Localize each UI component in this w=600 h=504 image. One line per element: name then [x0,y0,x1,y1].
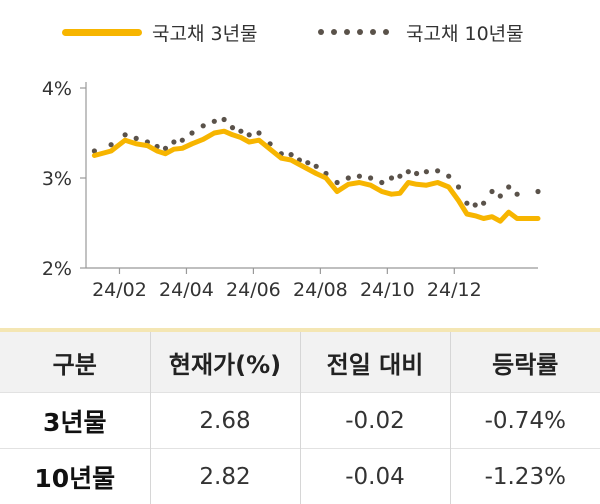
header-change-rate: 등락률 [449,332,600,393]
data-point-10y [313,163,319,169]
x-tick-label: 24/06 [226,279,281,301]
cell-price: 2.68 [149,392,300,449]
data-point-10y [91,148,97,154]
data-point-10y [133,135,139,141]
x-tick-label: 24/10 [360,279,415,301]
cell-change: -0.02 [299,392,450,449]
legend-label-10y: 국고채 10년물 [406,22,524,45]
chart-axes: 4% 3% 2% 24/02 24/04 24/06 24/08 24/10 24/12 [42,78,538,301]
data-point-10y [162,145,169,151]
table-row: 3년물 2.68 -0.02 -0.74% [0,392,600,449]
legend-item-3y: 국고채 3년물 [62,14,258,50]
data-point-10y [535,188,541,195]
header-current-price: 현재가(%) [149,332,300,393]
table-row: 10년물 2.82 -0.04 -1.23% [0,448,600,504]
data-point-10y [122,132,128,138]
data-point-10y [200,123,206,129]
data-point-10y [423,169,429,175]
y-tick-label: 3% [42,168,72,190]
data-point-10y [334,179,340,186]
data-point-10y [356,173,362,179]
data-point-10y [221,116,227,123]
data-point-10y [497,193,503,199]
data-point-10y [256,130,262,136]
data-point-10y [305,160,311,166]
data-point-10y [489,188,495,195]
yield-table: 구분 현재가(%) 전일 대비 등락률 3년물 2.68 -0.02 -0.74… [0,328,600,504]
series-3y-line [91,128,541,224]
data-point-10y [189,130,195,136]
data-point-10y [435,168,441,174]
x-tick-label: 24/08 [293,279,348,301]
cell-rate: -0.74% [449,392,600,449]
data-point-10y [472,202,478,208]
data-point-10y [514,191,520,197]
data-point-10y [379,179,385,186]
series-10y-dots [91,116,541,208]
data-point-10y [171,139,177,145]
y-tick-label: 4% [42,78,72,100]
data-point-10y [229,125,236,131]
series-line-3y [91,128,541,224]
data-point-10y [345,175,351,181]
data-point-10y [506,184,512,190]
cell-change: -0.04 [299,448,450,504]
data-point-10y [455,184,462,190]
data-point-10y [405,169,411,175]
x-tick-label: 24/02 [92,279,147,301]
data-point-10y [368,175,374,181]
header-category: 구분 [0,332,150,393]
data-point-10y [388,175,395,181]
table-top-rule [0,328,600,332]
line-chart: 4% 3% 2% 24/02 24/04 24/06 24/08 24/10 24/12 [42,78,541,301]
data-point-10y [238,128,244,134]
data-point-10y [108,142,114,148]
data-point-10y [464,200,470,206]
data-point-10y [481,200,487,206]
x-tick-label: 24/04 [159,279,214,301]
legend-item-10y: 국고채 10년물 [316,14,524,50]
table-header-row: 구분 현재가(%) 전일 대비 등락률 [0,332,600,393]
data-point-10y [446,173,452,179]
data-point-10y [179,137,185,143]
row-label: 10년물 [0,448,150,504]
data-point-10y [397,173,403,179]
cell-price: 2.82 [149,448,300,504]
data-point-10y [211,118,217,124]
legend-label-3y: 국고채 3년물 [152,22,258,45]
chart-legend: 국고채 3년물 국고채 10년물 [0,14,600,50]
cell-rate: -1.23% [449,448,600,504]
legend-swatch-dotted [316,27,396,37]
header-daily-change: 전일 대비 [299,332,450,393]
data-point-10y [414,170,420,177]
legend-swatch-solid-line [62,28,142,36]
x-tick-label: 24/12 [427,279,482,301]
data-point-10y [288,152,294,158]
data-point-10y [246,132,252,138]
y-tick-label: 2% [42,258,72,280]
row-label: 3년물 [0,392,150,449]
